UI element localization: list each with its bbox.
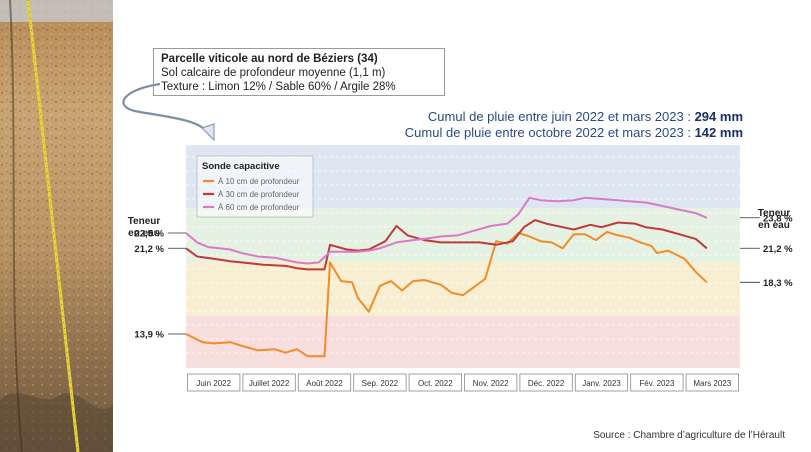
month-cell	[685, 373, 739, 392]
parcel-title: Parcelle viticole au nord de Béziers (34…	[161, 53, 378, 65]
month-cell	[408, 373, 462, 392]
pointer-arrow	[122, 82, 211, 136]
series-line-10cm	[185, 230, 708, 358]
left-axis-title-line1: Teneur	[127, 216, 161, 227]
right-axis-title-line1: Teneur	[757, 208, 791, 219]
source-credit: Source : Chambre d’agriculture de l’Héra…	[593, 430, 785, 441]
month-axis: Juin 2022 Juillet 2022 Août 2022 Sep. 2022 O…	[187, 373, 739, 392]
soil-photo-drawing	[0, 0, 113, 452]
right-value-labels: 23,8 % 21,2 % 18,3 %	[740, 213, 793, 289]
legend-label-30cm: À 30 cm de profondeur	[218, 190, 300, 199]
month-cell	[519, 373, 573, 392]
left-value-labels: 22,5 % 21,2 % 13,9 %	[134, 229, 186, 340]
soil-profile-photo	[0, 0, 113, 452]
rain-june-label: Cumul de pluie entre juin 2022 et mars 2…	[427, 109, 695, 124]
soil-depth-text: Sol calcaire de profondeur moyenne (1,1 …	[161, 67, 386, 79]
month-label: Août 2022	[306, 379, 343, 388]
month-cell	[297, 373, 352, 392]
rain-june-value: 294 mm	[694, 109, 743, 124]
rain-total-june: Cumul de pluie entre juin 2022 et mars 2…	[428, 109, 743, 124]
series-line-30cm	[185, 219, 708, 271]
month-cell	[353, 373, 407, 392]
series-line-60cm	[185, 196, 708, 265]
month-cell	[574, 373, 629, 392]
pointer-arrow-head	[201, 123, 215, 142]
legend-label-60cm: À 60 cm de profondeur	[218, 203, 300, 212]
soil-texture-text: Texture : Limon 12% / Sable 60% / Argile…	[161, 81, 396, 93]
band-strong-stress	[186, 316, 740, 368]
legend: Sonde capacitive À 10 cm de profondeur À…	[196, 155, 314, 218]
month-label: Mars 2023	[693, 379, 731, 388]
month-label: Janv. 2023	[582, 379, 621, 388]
left-axis-title: Teneur en eau	[123, 216, 165, 240]
month-label: Sep. 2022	[362, 379, 399, 388]
right-value-label: 18,3 %	[763, 278, 793, 289]
left-value-label: 13,9 %	[134, 329, 164, 340]
month-cell	[464, 373, 518, 392]
right-value-label: 23,8 %	[763, 213, 793, 224]
month-cell	[242, 373, 296, 392]
legend-box	[196, 155, 314, 218]
left-value-label: 22,5 %	[134, 229, 164, 240]
left-axis-title-line2: en eau	[128, 228, 160, 239]
month-cell	[187, 373, 241, 392]
month-label: Juillet 2022	[249, 379, 290, 388]
rain-total-october: Cumul de pluie entre octobre 2022 et mar…	[405, 125, 743, 140]
right-axis-title-line2: en eau	[758, 220, 790, 231]
legend-title: Sonde capacitive	[202, 161, 280, 172]
series-layer	[185, 196, 708, 358]
month-label: Juin 2022	[196, 379, 231, 388]
right-axis-title: Teneur en eau	[752, 208, 796, 232]
legend-label-10cm: À 10 cm de profondeur	[218, 177, 300, 186]
rain-october-label: Cumul de pluie entre octobre 2022 et mar…	[404, 125, 695, 140]
left-value-label: 21,2 %	[134, 244, 164, 255]
month-label: Fév. 2023	[639, 379, 675, 388]
right-value-label: 21,2 %	[763, 244, 793, 255]
month-label: Déc. 2022	[528, 379, 565, 388]
parcel-info-box: Parcelle viticole au nord de Béziers (34…	[153, 48, 445, 96]
month-label: Oct. 2022	[418, 379, 453, 388]
month-label: Nov. 2022	[473, 379, 509, 388]
rain-october-value: 142 mm	[694, 125, 743, 140]
month-cell	[630, 373, 684, 392]
band-moderate-stress	[186, 262, 740, 316]
